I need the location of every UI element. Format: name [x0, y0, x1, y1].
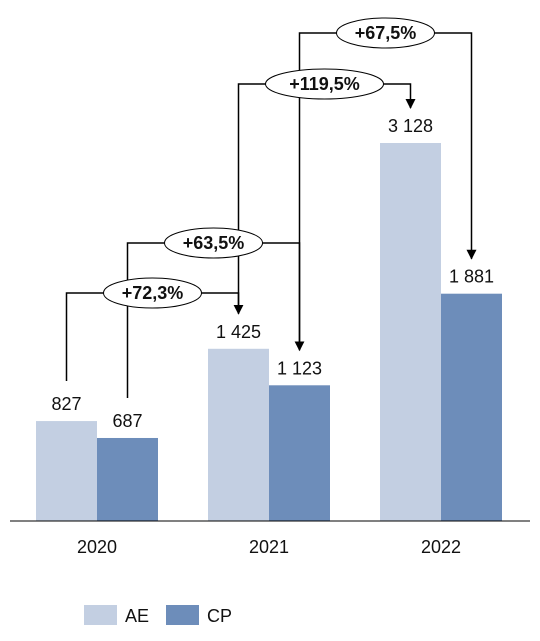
- data-label-cp-2020: 687: [112, 411, 142, 431]
- bar-ae-2020: [36, 421, 97, 521]
- growth-badge-cp-2021-2022: [336, 17, 435, 49]
- bar-ae-2022: [380, 143, 441, 521]
- growth-label-ae-2020-2021: +72,3%: [122, 283, 184, 303]
- growth-label-ae-2021-2022: +119,5%: [289, 74, 360, 94]
- growth-badge-cp-2020-2021: [164, 227, 263, 259]
- data-label-ae-2022: 3 128: [388, 116, 433, 136]
- legend-swatch-cp: [166, 605, 199, 625]
- x-tick-label-2021: 2021: [249, 537, 289, 557]
- x-tick-label-2020: 2020: [77, 537, 117, 557]
- legend-label-cp: CP: [207, 606, 232, 626]
- bar-cp-2020: [97, 437, 158, 521]
- bar-cp-2022: [441, 293, 502, 521]
- x-tick-label-2022: 2022: [421, 537, 461, 557]
- data-label-ae-2020: 827: [51, 394, 81, 414]
- legend-swatch-ae: [84, 605, 117, 625]
- bar-cp-2021: [269, 385, 330, 521]
- bar-ae-2021: [208, 348, 269, 521]
- data-label-ae-2021: 1 425: [216, 322, 261, 342]
- growth-badge-ae-2021-2022: [265, 68, 384, 100]
- data-label-cp-2021: 1 123: [277, 358, 322, 378]
- growth-label-cp-2020-2021: +63,5%: [183, 233, 245, 253]
- legend-label-ae: AE: [125, 606, 149, 626]
- data-label-cp-2022: 1 881: [449, 267, 494, 287]
- growth-badge-ae-2020-2021: [103, 277, 202, 309]
- growth-label-cp-2021-2022: +67,5%: [355, 23, 417, 43]
